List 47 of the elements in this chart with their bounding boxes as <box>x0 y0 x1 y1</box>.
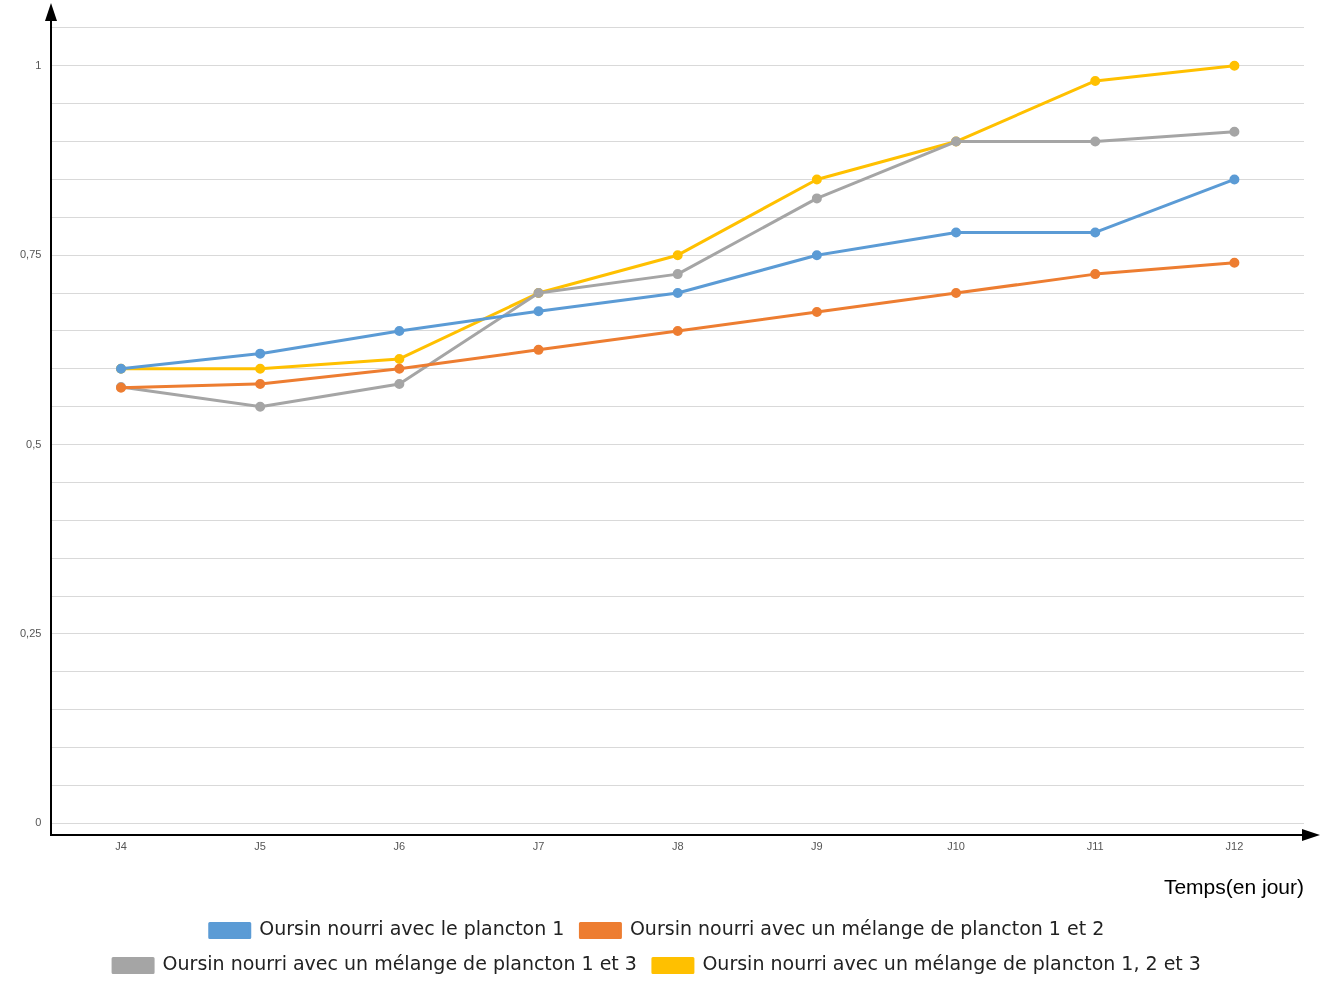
point <box>1229 257 1240 268</box>
x-tick-label: J5 <box>254 840 266 853</box>
x-tick-label: J7 <box>532 840 545 853</box>
point <box>394 353 405 364</box>
point <box>811 193 822 204</box>
x-tick-label: J8 <box>671 840 684 853</box>
y-tick-label: 0,5 <box>26 437 42 450</box>
point <box>1090 136 1101 147</box>
point <box>255 363 266 374</box>
point <box>951 288 962 299</box>
point <box>533 344 544 355</box>
legend-label: Oursin nourri avec un mélange de plancton 1 et 3 <box>162 952 637 975</box>
x-tick-label: J12 <box>1225 840 1244 853</box>
point <box>811 174 822 185</box>
legend-label: Oursin nourri avec le plancton 1 <box>259 917 565 940</box>
point <box>1090 269 1101 280</box>
point <box>1229 60 1240 71</box>
point <box>1090 227 1101 238</box>
x-tick-label: J10 <box>947 840 965 853</box>
point <box>672 325 683 336</box>
point <box>811 306 822 317</box>
y-tick-label: 0 <box>35 816 42 829</box>
point <box>394 378 405 389</box>
point <box>811 250 822 261</box>
x-tick-label: J4 <box>115 840 127 853</box>
point <box>394 363 405 374</box>
point <box>255 378 266 389</box>
legend-label: Oursin nourri avec un mélange de plancton 1, 2 et 3 <box>702 952 1201 975</box>
y-tick-label: 1 <box>35 58 42 71</box>
point <box>1229 174 1240 185</box>
point <box>533 306 544 317</box>
point <box>255 348 266 359</box>
x-tick-label: J9 <box>811 840 823 853</box>
y-tick-label: 0,25 <box>19 626 42 639</box>
y-tick-label: 0,75 <box>19 248 42 261</box>
point <box>1090 75 1101 86</box>
x-axis-title: Temps(en jour) <box>1163 875 1304 899</box>
point <box>672 250 683 261</box>
point <box>672 269 683 280</box>
point <box>394 325 405 336</box>
x-tick-label: J11 <box>1086 840 1104 853</box>
point <box>1229 126 1240 137</box>
point <box>951 227 962 238</box>
legend-label: Oursin nourri avec un mélange de plancton 1 et 2 <box>629 917 1105 940</box>
x-tick-label: J6 <box>393 840 406 853</box>
point <box>672 288 683 299</box>
point <box>255 401 266 412</box>
